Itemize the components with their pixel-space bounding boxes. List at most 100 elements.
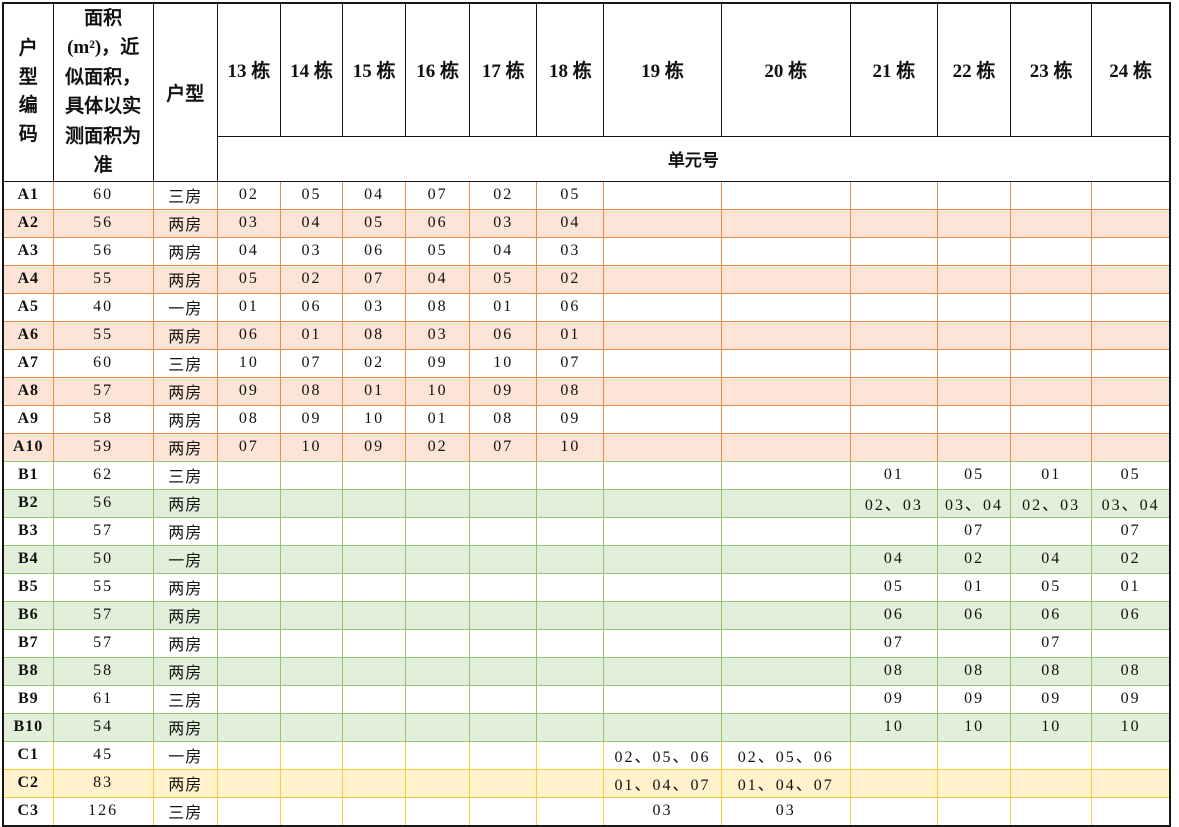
unit-cell [1091,208,1171,238]
unit-cell [1091,320,1171,350]
unit-cell: 09 [405,348,471,378]
unit-cell [405,740,471,770]
type-cell: 一房 [153,544,218,574]
table-row: C3 126 三房 03 03 [3,796,1171,826]
unit-cell [342,572,407,602]
unit-cell: 09 [280,404,344,434]
table-row: B3 57 两房 07 07 [3,516,1171,546]
type-cell: 两房 [153,236,218,266]
unit-code-cell: A6 [3,320,54,350]
table-row: A10 59 两房 07 10 09 02 07 10 [3,432,1171,462]
unit-code-cell: A7 [3,348,54,378]
unit-cell: 04 [1010,544,1093,574]
unit-cell [721,656,851,686]
table-row: B8 58 两房 08 08 08 08 [3,656,1171,686]
type-cell: 三房 [153,684,218,714]
unit-cell [469,768,538,798]
unit-cell: 04 [405,264,471,294]
unit-cell: 05 [342,208,407,238]
unit-cell: 07 [280,348,344,378]
unit-cell: 05 [1010,572,1093,602]
type-cell: 两房 [153,264,218,294]
unit-cell: 01 [217,292,281,322]
unit-cell [217,656,281,686]
unit-cell [721,544,851,574]
unit-cell [217,572,281,602]
unit-cell [217,600,281,630]
unit-cell: 01 [469,292,538,322]
unit-cell [603,320,722,350]
unit-cell: 02、03 [1010,488,1093,518]
unit-cell: 08 [536,376,605,406]
header-unit-number: 单元号 [216,135,1171,182]
unit-cell [342,600,407,630]
unit-cell [469,656,538,686]
unit-cell: 05 [217,264,281,294]
unit-cell [405,544,471,574]
unit-cell: 03 [536,236,605,266]
unit-cell: 08 [850,656,939,686]
unit-cell [536,572,605,602]
unit-cell [469,740,538,770]
unit-cell [217,768,281,798]
header-unit-type-code-label: 户型编码 [18,38,38,145]
header-building: 20 栋 [720,2,851,137]
area-cell: 55 [53,264,154,294]
unit-cell [1091,432,1171,462]
unit-cell [1010,376,1093,406]
unit-cell [469,600,538,630]
unit-cell [536,684,605,714]
unit-cell [850,264,939,294]
unit-cell [603,376,722,406]
unit-cell [405,516,471,546]
unit-cell [342,544,407,574]
unit-cell [721,460,851,490]
unit-cell: 03 [280,236,344,266]
unit-cell: 09 [1091,684,1171,714]
unit-cell [721,320,851,350]
unit-cell [1010,180,1093,210]
unit-cell [342,516,407,546]
unit-cell [342,628,407,658]
unit-cell: 10 [536,432,605,462]
unit-cell: 08 [1091,656,1171,686]
unit-code-cell: A5 [3,292,54,322]
unit-cell [1010,236,1093,266]
unit-cell [1091,768,1171,798]
area-cell: 56 [53,488,154,518]
unit-code-cell: B4 [3,544,54,574]
unit-cell [405,460,471,490]
unit-cell: 09 [536,404,605,434]
unit-cell: 08 [469,404,538,434]
unit-cell: 06 [937,600,1012,630]
type-cell: 两房 [153,208,218,238]
header-area-label: 面积(m²)，近似面积，具体以实测面积为准 [65,8,142,177]
unit-cell [603,516,722,546]
unit-cell [342,712,407,742]
unit-cell [1091,796,1171,826]
unit-cell: 09 [850,684,939,714]
unit-cell: 10 [342,404,407,434]
unit-cell [850,404,939,434]
table-row: A6 55 两房 06 01 08 03 06 01 [3,320,1171,350]
unit-cell [280,656,344,686]
unit-cell [217,740,281,770]
area-cell: 56 [53,236,154,266]
area-cell: 59 [53,432,154,462]
unit-cell [536,768,605,798]
unit-cell [1010,292,1093,322]
area-cell: 83 [53,768,154,798]
unit-cell [342,740,407,770]
type-cell: 两房 [153,432,218,462]
unit-cell [721,236,851,266]
unit-cell [405,656,471,686]
header-building: 13 栋 [216,2,281,137]
unit-cell [280,684,344,714]
area-cell: 57 [53,600,154,630]
unit-cell: 05 [937,460,1012,490]
area-cell: 126 [53,796,154,826]
header-building: 23 栋 [1010,2,1093,137]
header-building: 18 栋 [536,2,605,137]
unit-cell: 01 [280,320,344,350]
table-row: A1 60 三房 02 05 04 07 02 05 [3,180,1171,210]
